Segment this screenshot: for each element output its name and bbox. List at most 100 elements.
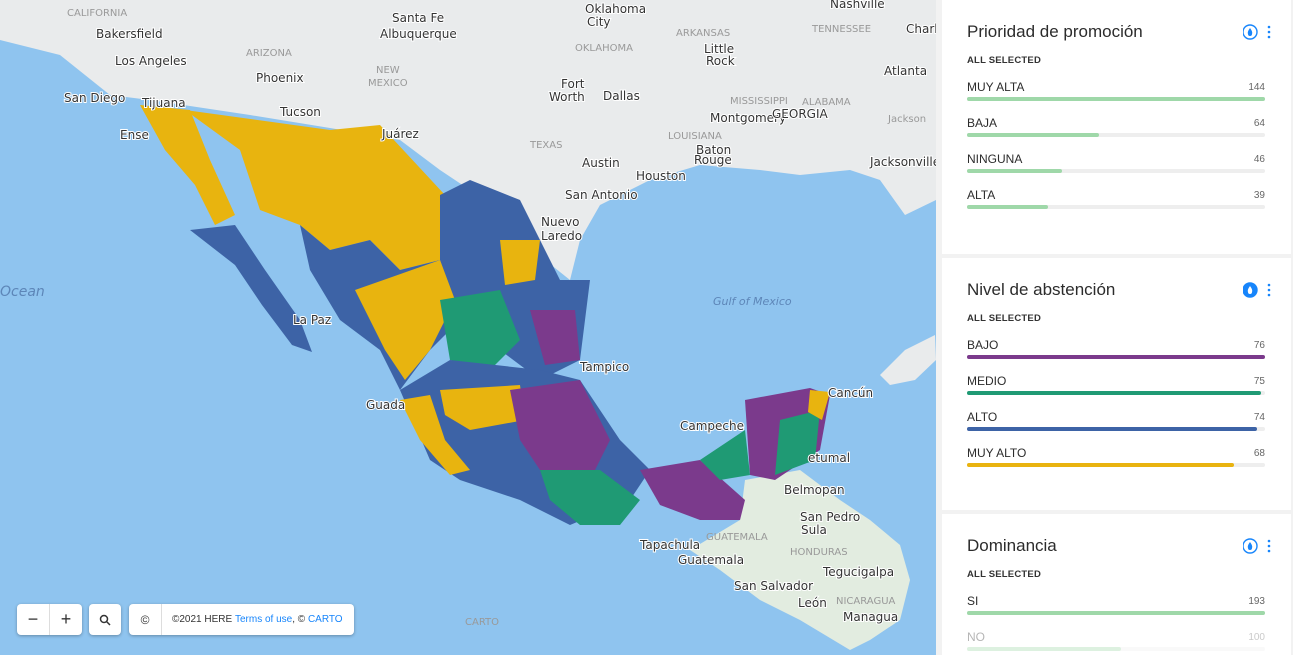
place-label: Oklahoma xyxy=(585,2,646,16)
divider xyxy=(161,604,162,635)
map[interactable]: CALIFORNIA Bakersfield Santa Fe Albuquerque… xyxy=(0,0,936,655)
region xyxy=(140,105,235,225)
widget-title: Prioridad de promoción xyxy=(967,22,1143,41)
category-widget: Dominancia ALL SELECTED SI 193 NO 100 xyxy=(942,514,1291,655)
region xyxy=(500,240,540,285)
place-label: Tegucigalpa xyxy=(822,565,894,579)
category-value: 76 xyxy=(1253,340,1265,351)
category-label[interactable]: MUY ALTA xyxy=(967,80,1025,94)
place-label: San Salvador xyxy=(734,579,813,593)
actions xyxy=(1242,24,1271,40)
place-label: ARIZONA xyxy=(246,48,292,59)
place-label: Guada xyxy=(366,398,405,412)
place-label: San Pedro xyxy=(800,510,860,524)
place-label: Campeche xyxy=(680,419,744,433)
category-value: 46 xyxy=(1253,154,1265,165)
color-by-button[interactable] xyxy=(1242,538,1258,554)
place-label: León xyxy=(798,596,827,610)
place-label: Montgomery xyxy=(710,111,786,125)
map-labels: CALIFORNIA Bakersfield Santa Fe Albuquerque… xyxy=(0,0,936,625)
place-label: Austin xyxy=(582,156,620,170)
place-label: San Antonio xyxy=(565,188,638,202)
category-label[interactable]: BAJA xyxy=(967,116,998,130)
bar-track xyxy=(967,611,1265,615)
place-label: Tapachula xyxy=(639,538,700,552)
selection-status: ALL SELECTED xyxy=(967,569,1042,580)
bar xyxy=(967,647,1122,651)
place-label: Bakersfield xyxy=(96,27,163,41)
zoom-control: − + xyxy=(17,604,82,635)
menu-button[interactable] xyxy=(1267,283,1271,297)
menu-button[interactable] xyxy=(1267,25,1271,39)
place-label: MEXICO xyxy=(368,78,408,89)
category-label[interactable]: ALTA xyxy=(967,188,996,202)
menu-button[interactable] xyxy=(1267,539,1271,553)
place-label: Ense xyxy=(120,128,149,142)
region xyxy=(440,385,525,430)
place-label: Ocean xyxy=(0,284,45,300)
place-label: Jacksonville xyxy=(869,155,936,169)
bar xyxy=(967,169,1063,173)
selection-status: ALL SELECTED xyxy=(967,55,1042,66)
place-label: TENNESSEE xyxy=(811,24,871,35)
place-label: Cancún xyxy=(828,386,873,400)
separator: , © xyxy=(292,614,306,625)
place-label: GEORGIA xyxy=(772,107,829,121)
place-label: Jackson xyxy=(887,114,926,125)
zoom-out-button[interactable]: − xyxy=(27,609,39,629)
place-label: Guatemala xyxy=(678,553,744,567)
bar xyxy=(967,611,1265,615)
region xyxy=(700,430,750,480)
bar-track xyxy=(967,205,1265,209)
bar xyxy=(967,355,1265,359)
place-label: OKLAHOMA xyxy=(575,43,633,54)
land-cuba xyxy=(880,335,936,385)
category-label[interactable]: MUY ALTO xyxy=(967,446,1027,460)
place-label: City xyxy=(587,15,611,29)
category-label[interactable]: NINGUNA xyxy=(967,152,1023,166)
place-label: Tijuana xyxy=(141,96,186,110)
region xyxy=(400,395,470,475)
category-value: 100 xyxy=(1248,632,1265,643)
place-label: Houston xyxy=(636,169,686,183)
copyright: ©2021 HERE xyxy=(172,614,233,625)
place-label: Baton xyxy=(696,143,731,157)
widget-actions xyxy=(1242,538,1273,559)
category-label[interactable]: MEDIO xyxy=(967,374,1007,388)
category-widget: Prioridad de promoción ALL SELECTED MUY AL… xyxy=(942,0,1291,254)
color-by-button[interactable] xyxy=(1242,282,1258,298)
place-label: Little xyxy=(704,42,734,56)
sidebar: Prioridad de promoción ALL SELECTED MUY AL… xyxy=(942,0,1293,655)
zoom-in-button[interactable]: + xyxy=(60,609,72,629)
terms-link[interactable]: Terms of use xyxy=(234,614,293,625)
place-label: LOUISIANA xyxy=(668,131,722,142)
mexico-regions xyxy=(140,105,830,525)
category-label[interactable]: SI xyxy=(967,594,979,608)
category-label[interactable]: BAJO xyxy=(967,338,999,352)
category-label[interactable]: ALTO xyxy=(967,410,998,424)
widget-actions xyxy=(1242,24,1273,45)
region xyxy=(640,460,745,520)
selection-status: ALL SELECTED xyxy=(967,313,1042,324)
region xyxy=(355,260,455,380)
bar xyxy=(967,391,1262,395)
category-label[interactable]: NO xyxy=(967,630,985,644)
region xyxy=(510,380,610,480)
place-label: TEXAS xyxy=(529,140,562,151)
carto-logo: CARTO xyxy=(465,617,499,628)
search-button[interactable] xyxy=(89,604,121,635)
place-label: San Diego xyxy=(64,91,125,105)
bar xyxy=(967,463,1234,467)
place-label: Rouge xyxy=(694,153,732,167)
carto-link[interactable]: CARTO xyxy=(307,614,343,625)
place-label: Rock xyxy=(706,54,735,68)
region xyxy=(440,290,520,370)
place-label: NEW xyxy=(376,65,400,76)
color-by-button[interactable] xyxy=(1242,24,1258,40)
bar xyxy=(967,427,1258,431)
category-value: 75 xyxy=(1253,376,1265,387)
info-button[interactable]: © xyxy=(140,612,150,627)
category-value: 144 xyxy=(1248,82,1265,93)
bar-track xyxy=(967,169,1265,173)
